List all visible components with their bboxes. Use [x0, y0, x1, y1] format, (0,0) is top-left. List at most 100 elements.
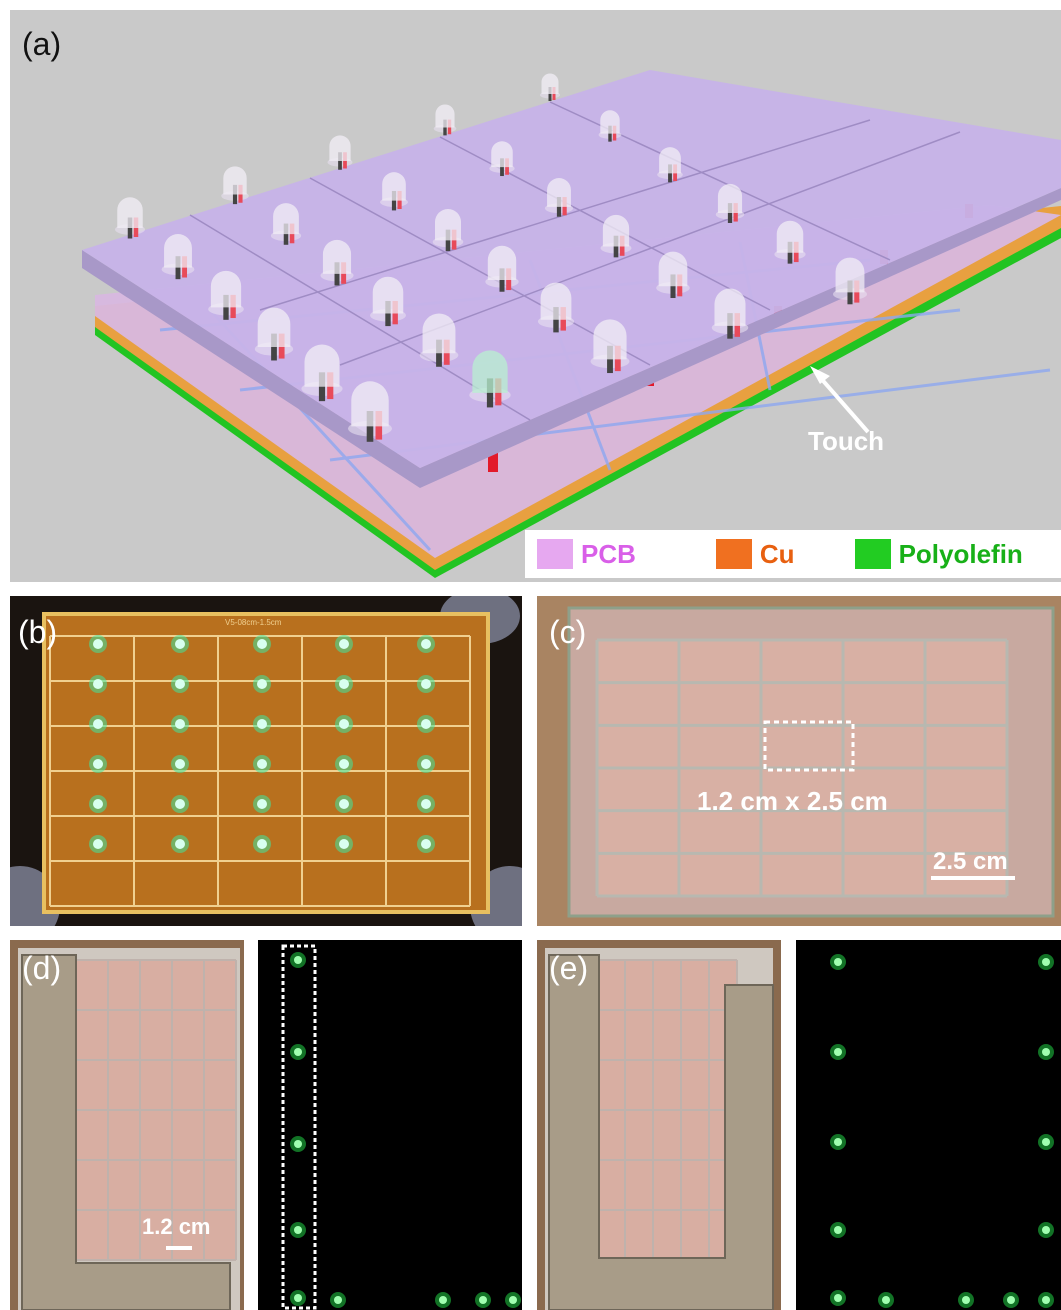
led-b [335, 715, 353, 733]
led-b [335, 835, 353, 853]
lit-led-d [290, 952, 306, 968]
led-b [253, 635, 271, 653]
lit-led-e [878, 1292, 894, 1308]
legend-label-cu: Cu [759, 538, 795, 569]
led-b [171, 675, 189, 693]
l-shaped-object [21, 954, 231, 1310]
lit-led-e [1038, 1044, 1054, 1060]
led-b [335, 635, 353, 653]
led [600, 214, 632, 258]
led [590, 319, 630, 374]
led-b [171, 635, 189, 653]
led [254, 307, 294, 361]
lit-led-e [830, 1134, 846, 1150]
led-b [171, 835, 189, 853]
legend-swatch-pcb [537, 539, 573, 569]
led-b [89, 675, 107, 693]
led [537, 282, 575, 333]
led [320, 239, 354, 286]
led-b [171, 795, 189, 813]
lit-led-e [958, 1292, 974, 1308]
panel-b-label: (b) [18, 614, 58, 650]
led-b [171, 715, 189, 733]
lit-led-e [1038, 954, 1054, 970]
scale-label-d: 1.2 cm [142, 1214, 211, 1239]
panel-e-label: (e) [549, 950, 589, 986]
led-b [335, 755, 353, 773]
u-shaped-object [548, 954, 774, 1310]
led-b [335, 675, 353, 693]
legend-label-polyolefin: Polyolefin [898, 538, 1023, 569]
led [656, 251, 690, 299]
panel-e-photo: (e) [537, 940, 781, 1310]
led-b [253, 755, 271, 773]
led [221, 166, 249, 205]
led [657, 147, 683, 183]
legend-swatch-polyolefin [854, 539, 891, 569]
led-b [253, 835, 271, 853]
led [833, 257, 867, 305]
lit-led-e [1038, 1222, 1054, 1238]
led-b [253, 795, 271, 813]
board-silkscreen-text: V5-08cm-1.5cm [225, 618, 282, 627]
panel-e-led-readout [796, 940, 1061, 1310]
led-b [89, 635, 107, 653]
led [598, 110, 622, 142]
legend-label-pcb: PCB [581, 538, 636, 569]
led [270, 203, 302, 245]
lit-led-e [830, 1222, 846, 1238]
led-b [417, 795, 435, 813]
led-b [335, 795, 353, 813]
led-lit [469, 350, 511, 408]
lit-led-d [290, 1044, 306, 1060]
legend-item-polyolefin: Polyolefin [854, 538, 1023, 570]
panel-c-photo [537, 596, 1061, 926]
led [715, 183, 745, 223]
lit-led-d [290, 1222, 306, 1238]
led [301, 344, 343, 402]
led [433, 104, 457, 136]
led [544, 178, 574, 217]
touch-arrow [810, 366, 870, 434]
led [161, 234, 195, 280]
top-pcb-board-edge [82, 188, 1061, 488]
led-b [253, 715, 271, 733]
led [485, 245, 519, 292]
panel-c: (c) 1.2 cm x 2.5 cm 2.5 cm [537, 596, 1061, 926]
lit-led-e [1003, 1292, 1019, 1308]
led [540, 73, 560, 101]
panel-b-photo [10, 596, 522, 926]
led-b [417, 675, 435, 693]
panel-a-illustration [82, 70, 1061, 578]
led [489, 141, 515, 177]
legend-swatch-cu [715, 539, 752, 569]
activated-column-box [281, 944, 317, 1310]
lit-led-e [1038, 1292, 1054, 1308]
lit-led-d [505, 1292, 521, 1308]
legend-item-cu: Cu [715, 538, 795, 570]
panel-b: (b) V5-08cm-1.5cm [10, 596, 522, 926]
lit-led-e [1038, 1134, 1054, 1150]
led [380, 172, 408, 211]
led-b [253, 675, 271, 693]
led [348, 381, 392, 442]
scale-label-c: 2.5 cm [933, 848, 1008, 875]
cell-size-label: 1.2 cm x 2.5 cm [697, 786, 888, 816]
lit-led-e [830, 954, 846, 970]
led [774, 220, 806, 264]
touch-label: Touch [808, 426, 885, 456]
lit-led-d [290, 1290, 306, 1306]
lit-led-d [290, 1136, 306, 1152]
panel-d-photo: (d) 1.2 cm [10, 940, 244, 1310]
led-b [417, 715, 435, 733]
led [711, 288, 749, 339]
panel-d-label: (d) [22, 950, 62, 986]
led [115, 197, 145, 239]
led-b [417, 835, 435, 853]
lit-led-d [330, 1292, 346, 1308]
lit-led-d [435, 1292, 451, 1308]
legend-item-pcb: PCB [537, 539, 636, 570]
selected-cell-box [763, 720, 855, 772]
led-b [89, 715, 107, 733]
led-b [171, 755, 189, 773]
